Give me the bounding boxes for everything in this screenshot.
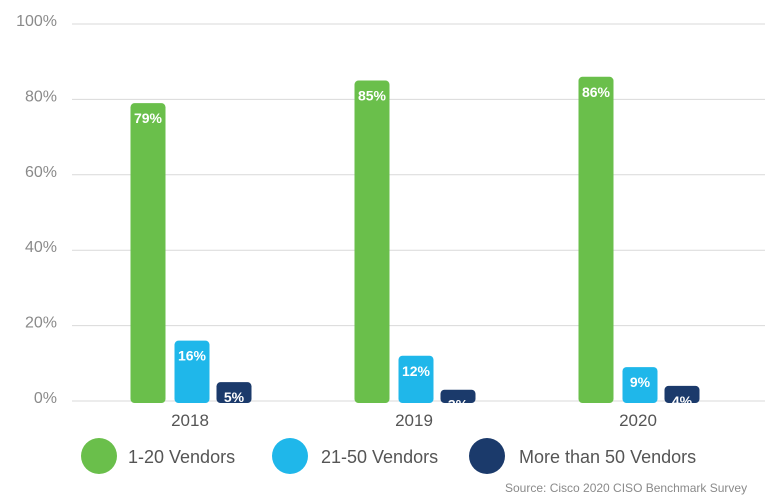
bar-data-label: 3% bbox=[448, 397, 469, 413]
legend-swatch bbox=[81, 438, 117, 474]
bar bbox=[440, 389, 476, 403]
legend-swatch bbox=[272, 438, 308, 474]
legend-label: 1-20 Vendors bbox=[128, 447, 235, 467]
bar bbox=[354, 80, 390, 404]
legend: 1-20 Vendors 21-50 Vendors More than 50 Ve… bbox=[81, 438, 696, 474]
bar bbox=[174, 340, 210, 403]
bar-data-label: 79% bbox=[134, 110, 163, 126]
legend-label: 21-50 Vendors bbox=[321, 447, 438, 467]
y-tick-label: 40% bbox=[25, 239, 57, 256]
bar bbox=[398, 355, 434, 403]
bar-data-label: 9% bbox=[630, 374, 651, 390]
bar bbox=[216, 382, 252, 403]
bar bbox=[578, 76, 614, 403]
bar bbox=[664, 385, 700, 403]
bar-data-label: 86% bbox=[582, 84, 611, 100]
y-tick-label: 100% bbox=[16, 13, 57, 30]
bar-data-label: 4% bbox=[672, 393, 693, 409]
y-tick-label: 60% bbox=[25, 164, 57, 181]
bar-data-label: 12% bbox=[402, 363, 431, 379]
bar-data-label: 5% bbox=[224, 389, 245, 405]
x-category-label: 2019 bbox=[395, 411, 433, 430]
y-tick-label: 80% bbox=[25, 88, 57, 105]
legend-label: More than 50 Vendors bbox=[519, 447, 696, 467]
x-category-label: 2018 bbox=[171, 411, 209, 430]
bars: 79% 16% 5% 85% 12% 3% 86% 9% 4% bbox=[130, 76, 700, 413]
y-tick-label: 20% bbox=[25, 315, 57, 332]
bar bbox=[130, 103, 166, 404]
y-tick-label: 0% bbox=[34, 390, 57, 407]
bar-data-label: 85% bbox=[358, 88, 387, 104]
bar bbox=[622, 367, 658, 403]
legend-swatch bbox=[469, 438, 505, 474]
source-note: Source: Cisco 2020 CISO Benchmark Survey bbox=[505, 481, 747, 495]
y-axis-tick-labels: 0% 20% 40% 60% 80% 100% bbox=[16, 13, 57, 407]
bar-data-label: 16% bbox=[178, 348, 207, 364]
x-axis-category-labels: 2018 2019 2020 bbox=[171, 411, 657, 430]
x-category-label: 2020 bbox=[619, 411, 657, 430]
